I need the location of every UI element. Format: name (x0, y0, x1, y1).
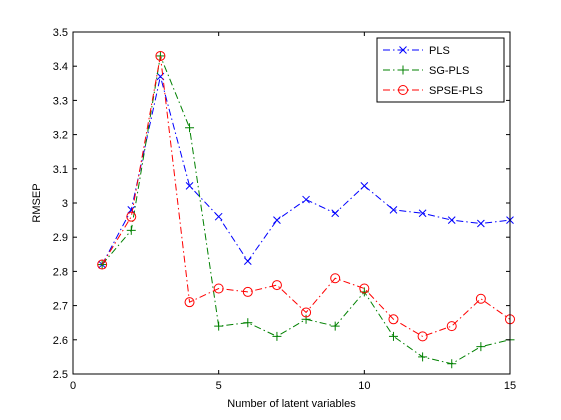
spse-pls-data-point (388, 314, 399, 325)
y-tick-label: 2.9 (53, 232, 68, 244)
spse-pls-data-point (271, 280, 282, 291)
y-tick-label: 3 (62, 198, 68, 210)
sg-pls-data-point (272, 331, 282, 341)
spse-pls-data-point (184, 297, 195, 308)
spse-pls-data-point (213, 283, 224, 294)
spse-pls-data-point (155, 50, 166, 61)
spse-pls-data-point (242, 286, 253, 297)
x-tick-label: 0 (70, 380, 76, 392)
sg-pls-data-point (301, 314, 311, 324)
spse-pls-data-point (417, 331, 428, 342)
legend-label-sg-pls: SG-PLS (429, 65, 469, 77)
y-tick-label: 2.8 (53, 266, 68, 278)
y-tick-label: 2.7 (53, 301, 68, 313)
legend-marker-sg-pls (398, 65, 408, 75)
pls-data-point (273, 216, 281, 224)
y-tick-label: 3.2 (53, 130, 68, 142)
pls-data-point (447, 216, 456, 224)
pls-data-point (331, 209, 340, 218)
spse-pls-data-point (301, 307, 312, 318)
sg-pls-data-point (418, 352, 428, 362)
pls-data-point (214, 212, 223, 221)
pls-data-point (185, 182, 194, 190)
y-tick-label: 3.1 (53, 164, 68, 176)
series-layer (97, 50, 515, 369)
y-axis-label: RMSEP (31, 183, 43, 222)
legend-marker-pls (399, 46, 407, 54)
y-tick-label: 3.5 (53, 27, 68, 39)
pls-data-point (243, 257, 252, 265)
x-tick-label: 10 (358, 380, 370, 392)
pls-data-point (127, 205, 136, 214)
legend-label-spse-pls: SPSE-PLS (429, 85, 483, 97)
sg-pls-data-point (214, 321, 224, 331)
spse-pls-data-point (359, 283, 370, 294)
y-tick-label: 3.3 (53, 95, 68, 107)
sg-pls-data-point (126, 225, 136, 235)
sg-pls-data-point (185, 123, 195, 133)
sg-pls-data-point (447, 359, 457, 369)
ticks-layer: 0 5 10 15 2.5 2.6 2.7 2.8 2.9 3 3.1 3.2 3.3 3.4 3.5 (53, 27, 516, 392)
spse-pls-data-point (475, 293, 486, 304)
sg-pls-data-point (243, 318, 253, 328)
spse-pls-series-line (101, 55, 511, 337)
x-tick-label: 15 (504, 380, 516, 392)
pls-data-point (302, 195, 310, 204)
x-axis-label: Number of latent variables (227, 398, 356, 410)
pls-data-point (477, 219, 485, 228)
spse-pls-data-point (97, 259, 108, 270)
sg-pls-data-point (388, 331, 398, 341)
spse-pls-data-point (330, 273, 341, 284)
legend: PLS SG-PLS SPSE-PLS (376, 37, 505, 103)
y-tick-label: 2.6 (53, 335, 68, 347)
spse-pls-data-point (126, 211, 137, 222)
y-tick-label: 2.5 (53, 369, 68, 381)
x-tick-label: 5 (216, 380, 222, 392)
sg-pls-data-point (330, 321, 340, 331)
legend-marker-spse-pls (398, 85, 408, 95)
legend-label-pls: PLS (429, 45, 450, 57)
pls-data-point (360, 182, 369, 190)
sg-pls-data-point (476, 342, 486, 352)
pls-data-point (389, 205, 398, 214)
spse-pls-data-point (446, 321, 457, 332)
y-tick-label: 3.4 (53, 61, 68, 73)
pls-data-point (418, 209, 427, 218)
